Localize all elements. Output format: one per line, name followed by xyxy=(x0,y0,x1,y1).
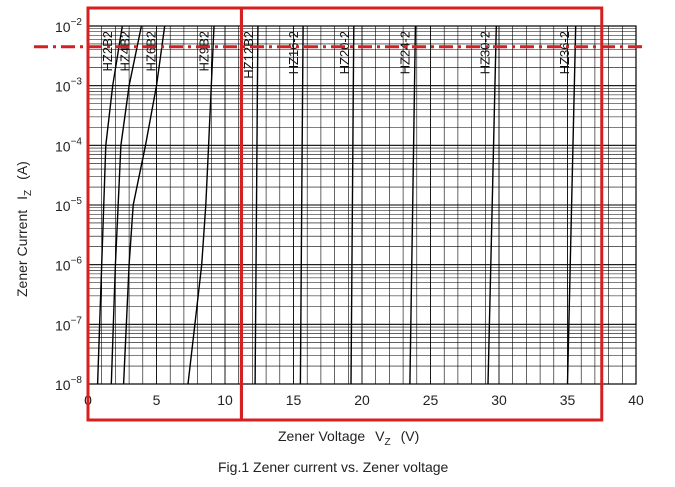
curve-label-hz24-2: HZ24-2 xyxy=(398,31,413,74)
x-tick-label: 15 xyxy=(286,392,302,408)
curve-hz2b2 xyxy=(96,25,123,385)
x-tick-label: 20 xyxy=(354,392,370,408)
curve-label-hz2b2: HZ2B2 xyxy=(100,31,115,71)
curves xyxy=(96,25,577,385)
x-tick-label: 5 xyxy=(153,392,161,408)
y-tick-label: 10−6 xyxy=(55,256,82,274)
y-tick-label: 10−5 xyxy=(55,196,82,214)
curve-hz20-2 xyxy=(350,25,355,385)
y-tick-label: 10−4 xyxy=(55,136,82,154)
curve-hz30-2 xyxy=(487,25,497,385)
curve-hz12b2 xyxy=(254,25,259,385)
x-tick-label: 10 xyxy=(217,392,233,408)
y-tick-label: 10−8 xyxy=(55,375,82,393)
curve-label-hz36-2: HZ36-2 xyxy=(557,31,572,74)
curve-label-hz20-2: HZ20-2 xyxy=(337,31,352,74)
curve-label-hz16-2: HZ16-2 xyxy=(286,31,301,74)
y-tick-labels: 10−8 10−7 10−6 10−5 10−4 10−3 10−2 xyxy=(55,17,82,393)
curve-labels: HZ2B2 HZ4B2 HZ6B2 HZ9B2 HZ12B2 HZ16-2 HZ20-2 HZ… xyxy=(100,31,572,79)
y-tick-label: 10−2 xyxy=(55,17,82,35)
red-highlight-annotations xyxy=(34,6,642,422)
x-axis-label: Zener Voltage VZ (V) xyxy=(278,428,419,448)
curve-label-hz9b2: HZ9B2 xyxy=(196,31,211,71)
curve-hz24-2 xyxy=(409,25,417,385)
grid-lines xyxy=(87,25,637,385)
curve-label-hz12b2: HZ12B2 xyxy=(241,31,256,79)
x-tick-label: 40 xyxy=(628,392,644,408)
curve-hz16-2 xyxy=(299,25,304,385)
x-tick-label: 30 xyxy=(491,392,507,408)
x-tick-labels: 0 5 10 15 20 25 30 35 40 xyxy=(84,392,644,408)
curve-hz4b2 xyxy=(110,25,143,385)
curve-label-hz6b2: HZ6B2 xyxy=(143,31,158,71)
curve-hz9b2 xyxy=(187,25,215,385)
curve-label-hz30-2: HZ30-2 xyxy=(478,31,493,74)
y-tick-label: 10−3 xyxy=(55,77,82,95)
curve-hz6b2 xyxy=(122,25,166,385)
y-axis-label: Zener CurrentIZ(A) xyxy=(14,161,34,297)
x-tick-label: 25 xyxy=(423,392,439,408)
curve-label-hz4b2: HZ4B2 xyxy=(117,31,132,71)
highlight-box xyxy=(239,6,604,422)
curve-hz36-2 xyxy=(566,25,577,385)
x-tick-label: 35 xyxy=(560,392,576,408)
y-tick-label: 10−7 xyxy=(55,315,82,333)
figure-caption: Fig.1 Zener current vs. Zener voltage xyxy=(218,459,449,475)
